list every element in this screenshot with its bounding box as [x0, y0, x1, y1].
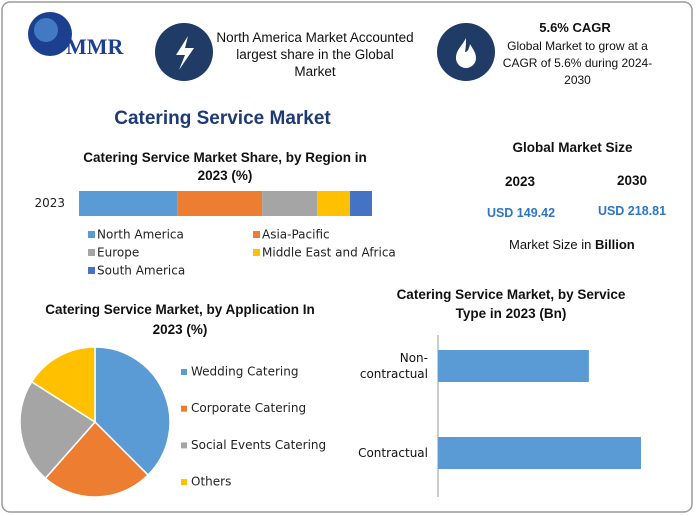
size-note-unit: Billion — [595, 237, 635, 252]
legend-label: Social Events Catering — [191, 438, 326, 452]
legend-label: Asia-Pacific — [262, 228, 330, 242]
highlight-text: North America Market Accounted largest s… — [216, 30, 414, 79]
chart-title: Catering Service Market, by Service Type… — [396, 287, 626, 321]
legend-label: North America — [97, 228, 184, 242]
size-note-text: Market Size in — [509, 237, 592, 252]
bar-segment — [317, 191, 351, 216]
bar — [438, 350, 589, 382]
legend-swatch — [181, 405, 187, 412]
legend-swatch — [88, 231, 95, 238]
size-note: Market Size in Billion — [509, 237, 635, 252]
legend-label: Middle East and Africa — [262, 246, 396, 260]
legend-label: Corporate Catering — [191, 401, 306, 415]
size-year: 2030 — [616, 173, 648, 188]
legend-swatch — [181, 369, 187, 375]
legend-swatch — [88, 249, 95, 256]
main-title: Catering Service Market — [114, 108, 331, 129]
pie-slice — [44, 420, 150, 498]
icon-flame — [456, 38, 476, 68]
bar-segment — [79, 191, 178, 216]
legend-swatch — [88, 267, 95, 274]
legend-swatch — [181, 442, 187, 449]
icon-bolt — [176, 36, 194, 70]
y-tick-label: Non-contractual — [359, 351, 428, 381]
pie-slice — [30, 346, 96, 424]
legend-label: Others — [191, 475, 231, 489]
logo-text: MMR — [66, 34, 124, 59]
highlight-text: Global Market to grow at a CAGR of 5.6% … — [502, 39, 653, 87]
legend-label: Wedding Catering — [191, 365, 298, 379]
y-tick-label: 2023 — [34, 196, 65, 210]
size-year: 2023 — [504, 174, 536, 189]
bar — [438, 437, 641, 469]
size-title: Global Market Size — [512, 140, 633, 155]
bar-segment — [262, 191, 318, 216]
pie-slice — [94, 346, 171, 477]
bar-segment — [350, 191, 372, 216]
legend-swatch — [253, 231, 260, 238]
pie-slice — [19, 380, 97, 480]
legend-swatch — [181, 479, 187, 486]
legend-label: South America — [97, 264, 185, 278]
size-value: USD 218.81 — [597, 204, 667, 218]
size-value: USD 149.42 — [486, 206, 556, 220]
legend-swatch — [253, 249, 260, 256]
legend-label: Europe — [97, 246, 139, 260]
bar-segment — [177, 191, 263, 216]
chart-title: Catering Service Market Share, by Region… — [83, 150, 367, 183]
logo-globe-shine — [34, 18, 58, 42]
highlight-title: 5.6% CAGR — [539, 20, 611, 35]
chart-title: Catering Service Market, by Application … — [45, 302, 315, 337]
y-tick-label: Contractual — [358, 446, 428, 460]
